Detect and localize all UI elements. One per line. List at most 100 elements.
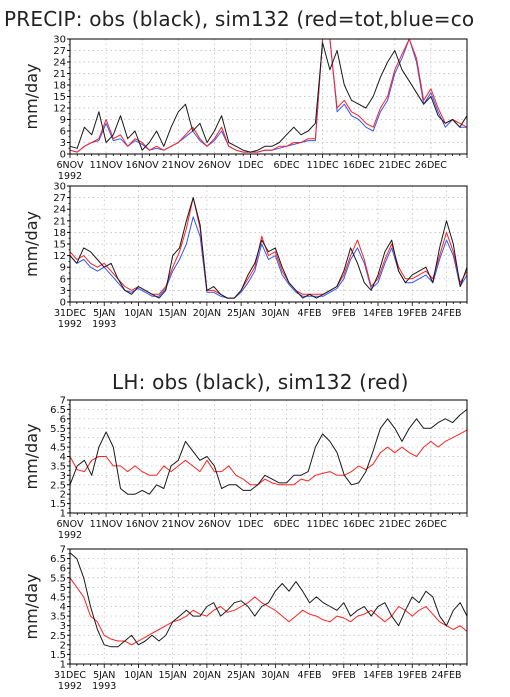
series-line-sim_conv bbox=[69, 216, 468, 299]
y-tick-label: 24 bbox=[53, 205, 66, 216]
x-tick-label: 16DEC bbox=[343, 160, 375, 171]
x-tick-sublabel: 1992 bbox=[58, 530, 82, 541]
y-tick-label: 5 bbox=[60, 583, 66, 594]
y-tick-label: 5.5 bbox=[50, 424, 66, 435]
y-tick-label: 5 bbox=[60, 433, 66, 444]
x-tick-label: 4FEB bbox=[298, 670, 322, 681]
y-tick-label: 21 bbox=[53, 216, 66, 227]
series-line-obs bbox=[69, 552, 468, 648]
x-tick-label: 21DEC bbox=[379, 519, 411, 530]
y-tick-label: 2 bbox=[60, 640, 66, 651]
y-tick-label: 4.5 bbox=[50, 443, 66, 454]
x-tick-sublabel: 1992 bbox=[58, 681, 82, 692]
series-line-obs bbox=[69, 42, 468, 153]
x-tick-label: 10JAN bbox=[124, 670, 152, 681]
x-tick-label: 30JAN bbox=[261, 308, 289, 319]
x-tick-label: 5JAN bbox=[93, 670, 115, 681]
x-tick-label: 10JAN bbox=[124, 308, 152, 319]
y-tick-label: 21 bbox=[53, 69, 66, 80]
x-tick-label: 21DEC bbox=[379, 160, 411, 171]
lh-title: LH: obs (black), sim132 (red) bbox=[112, 370, 409, 394]
x-tick-label: 6DEC bbox=[274, 519, 300, 530]
y-tick-label: 12 bbox=[53, 251, 66, 262]
y-axis-label: mm/day bbox=[22, 574, 41, 640]
y-tick-label: 30 bbox=[53, 182, 66, 193]
x-tick-label: 6NOV bbox=[57, 519, 84, 530]
y-tick-label: 15 bbox=[53, 92, 66, 103]
y-tick-label: 6 bbox=[60, 274, 66, 285]
y-tick-label: 3 bbox=[60, 621, 66, 632]
x-tick-sublabel: 1993 bbox=[92, 681, 116, 692]
y-tick-label: 6 bbox=[60, 127, 66, 138]
y-tick-label: 6 bbox=[60, 564, 66, 575]
x-tick-label: 9FEB bbox=[332, 670, 356, 681]
series-line-obs bbox=[69, 409, 468, 495]
x-tick-label: 6DEC bbox=[274, 160, 300, 171]
x-tick-label: 4FEB bbox=[298, 308, 322, 319]
y-tick-label: 6.5 bbox=[50, 405, 66, 416]
x-tick-label: 24FEB bbox=[431, 670, 461, 681]
y-tick-label: 3 bbox=[60, 138, 66, 149]
x-tick-label: 16DEC bbox=[343, 519, 375, 530]
x-tick-label: 26NOV bbox=[198, 160, 232, 171]
y-tick-label: 1.5 bbox=[50, 499, 66, 510]
x-tick-label: 26NOV bbox=[198, 519, 232, 530]
x-tick-label: 11DEC bbox=[307, 519, 339, 530]
x-tick-label: 14FEB bbox=[363, 670, 393, 681]
series-line-sim_total bbox=[69, 197, 468, 299]
series-line-obs bbox=[69, 197, 468, 299]
series-line-sim_conv bbox=[69, 38, 467, 153]
y-tick-label: 5.5 bbox=[50, 573, 66, 584]
x-tick-label: 25JAN bbox=[227, 670, 255, 681]
series-line-sim_total bbox=[69, 38, 468, 153]
y-tick-label: 15 bbox=[53, 240, 66, 251]
y-tick-label: 3.5 bbox=[50, 612, 66, 623]
x-tick-label: 14FEB bbox=[363, 308, 393, 319]
x-tick-label: 26DEC bbox=[415, 160, 447, 171]
x-tick-label: 31DEC bbox=[54, 670, 86, 681]
y-tick-label: 7 bbox=[60, 545, 66, 556]
y-tick-label: 0 bbox=[60, 150, 66, 161]
y-tick-label: 3 bbox=[60, 286, 66, 297]
series-line-sim_total bbox=[69, 429, 468, 486]
precip-title: PRECIP: obs (black), sim132 (red=tot,blu… bbox=[4, 7, 475, 31]
y-tick-label: 6 bbox=[60, 414, 66, 425]
y-tick-label: 7 bbox=[60, 396, 66, 407]
x-tick-label: 21NOV bbox=[162, 160, 196, 171]
y-tick-label: 6.5 bbox=[50, 554, 66, 565]
x-tick-sublabel: 1992 bbox=[58, 319, 82, 330]
x-tick-sublabel: 1993 bbox=[92, 319, 116, 330]
x-tick-sublabel: 1992 bbox=[58, 171, 82, 182]
series-line-sim_total bbox=[69, 577, 468, 646]
y-tick-label: 0 bbox=[60, 298, 66, 309]
y-tick-label: 1.5 bbox=[50, 650, 66, 661]
y-tick-label: 30 bbox=[53, 35, 66, 46]
x-tick-label: 16NOV bbox=[126, 519, 160, 530]
x-tick-label: 6NOV bbox=[57, 160, 84, 171]
x-tick-label: 9FEB bbox=[332, 308, 356, 319]
y-tick-label: 2.5 bbox=[50, 480, 66, 491]
y-tick-label: 1 bbox=[60, 660, 66, 671]
x-tick-label: 1DEC bbox=[237, 160, 263, 171]
y-tick-label: 1 bbox=[60, 509, 66, 520]
y-tick-label: 4.5 bbox=[50, 592, 66, 603]
x-tick-label: 11NOV bbox=[90, 519, 124, 530]
y-tick-label: 2 bbox=[60, 490, 66, 501]
y-tick-label: 18 bbox=[53, 81, 66, 92]
x-tick-label: 19FEB bbox=[397, 308, 427, 319]
chart-panel-4: 11.522.533.544.555.566.5731DEC19925JAN19… bbox=[22, 545, 468, 692]
x-tick-label: 26DEC bbox=[415, 519, 447, 530]
y-tick-label: 4 bbox=[60, 602, 66, 613]
x-tick-label: 5JAN bbox=[93, 308, 115, 319]
y-tick-label: 27 bbox=[53, 193, 66, 204]
x-tick-label: 25JAN bbox=[227, 308, 255, 319]
x-tick-label: 15JAN bbox=[159, 670, 187, 681]
x-tick-label: 20JAN bbox=[193, 308, 221, 319]
x-tick-label: 1DEC bbox=[237, 519, 263, 530]
y-tick-label: 4 bbox=[60, 452, 66, 463]
x-tick-label: 31DEC bbox=[54, 308, 86, 319]
